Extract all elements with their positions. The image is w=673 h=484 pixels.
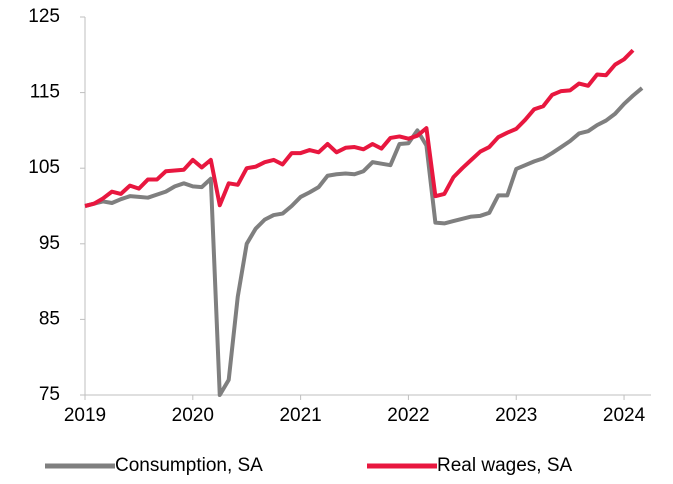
series-line — [84, 86, 644, 397]
y-tick-label: 115 — [30, 82, 60, 103]
y-tick-label: 85 — [39, 308, 60, 329]
legend-label: Real wages, SA — [437, 455, 573, 476]
legend-label: Consumption, SA — [115, 455, 263, 476]
y-tick-label: 75 — [39, 384, 60, 405]
x-tick-label: 2023 — [495, 405, 537, 426]
x-tick-label: 2020 — [172, 405, 214, 426]
y-tick-label: 105 — [28, 157, 60, 178]
x-tick-label: 2022 — [387, 405, 429, 426]
x-tick-label: 2019 — [64, 405, 106, 426]
series-line — [84, 48, 635, 208]
x-tick-label: 2021 — [279, 405, 321, 426]
y-tick-label: 95 — [39, 233, 60, 254]
x-tick-label: 2024 — [603, 405, 646, 426]
y-tick-label: 125 — [28, 6, 60, 27]
